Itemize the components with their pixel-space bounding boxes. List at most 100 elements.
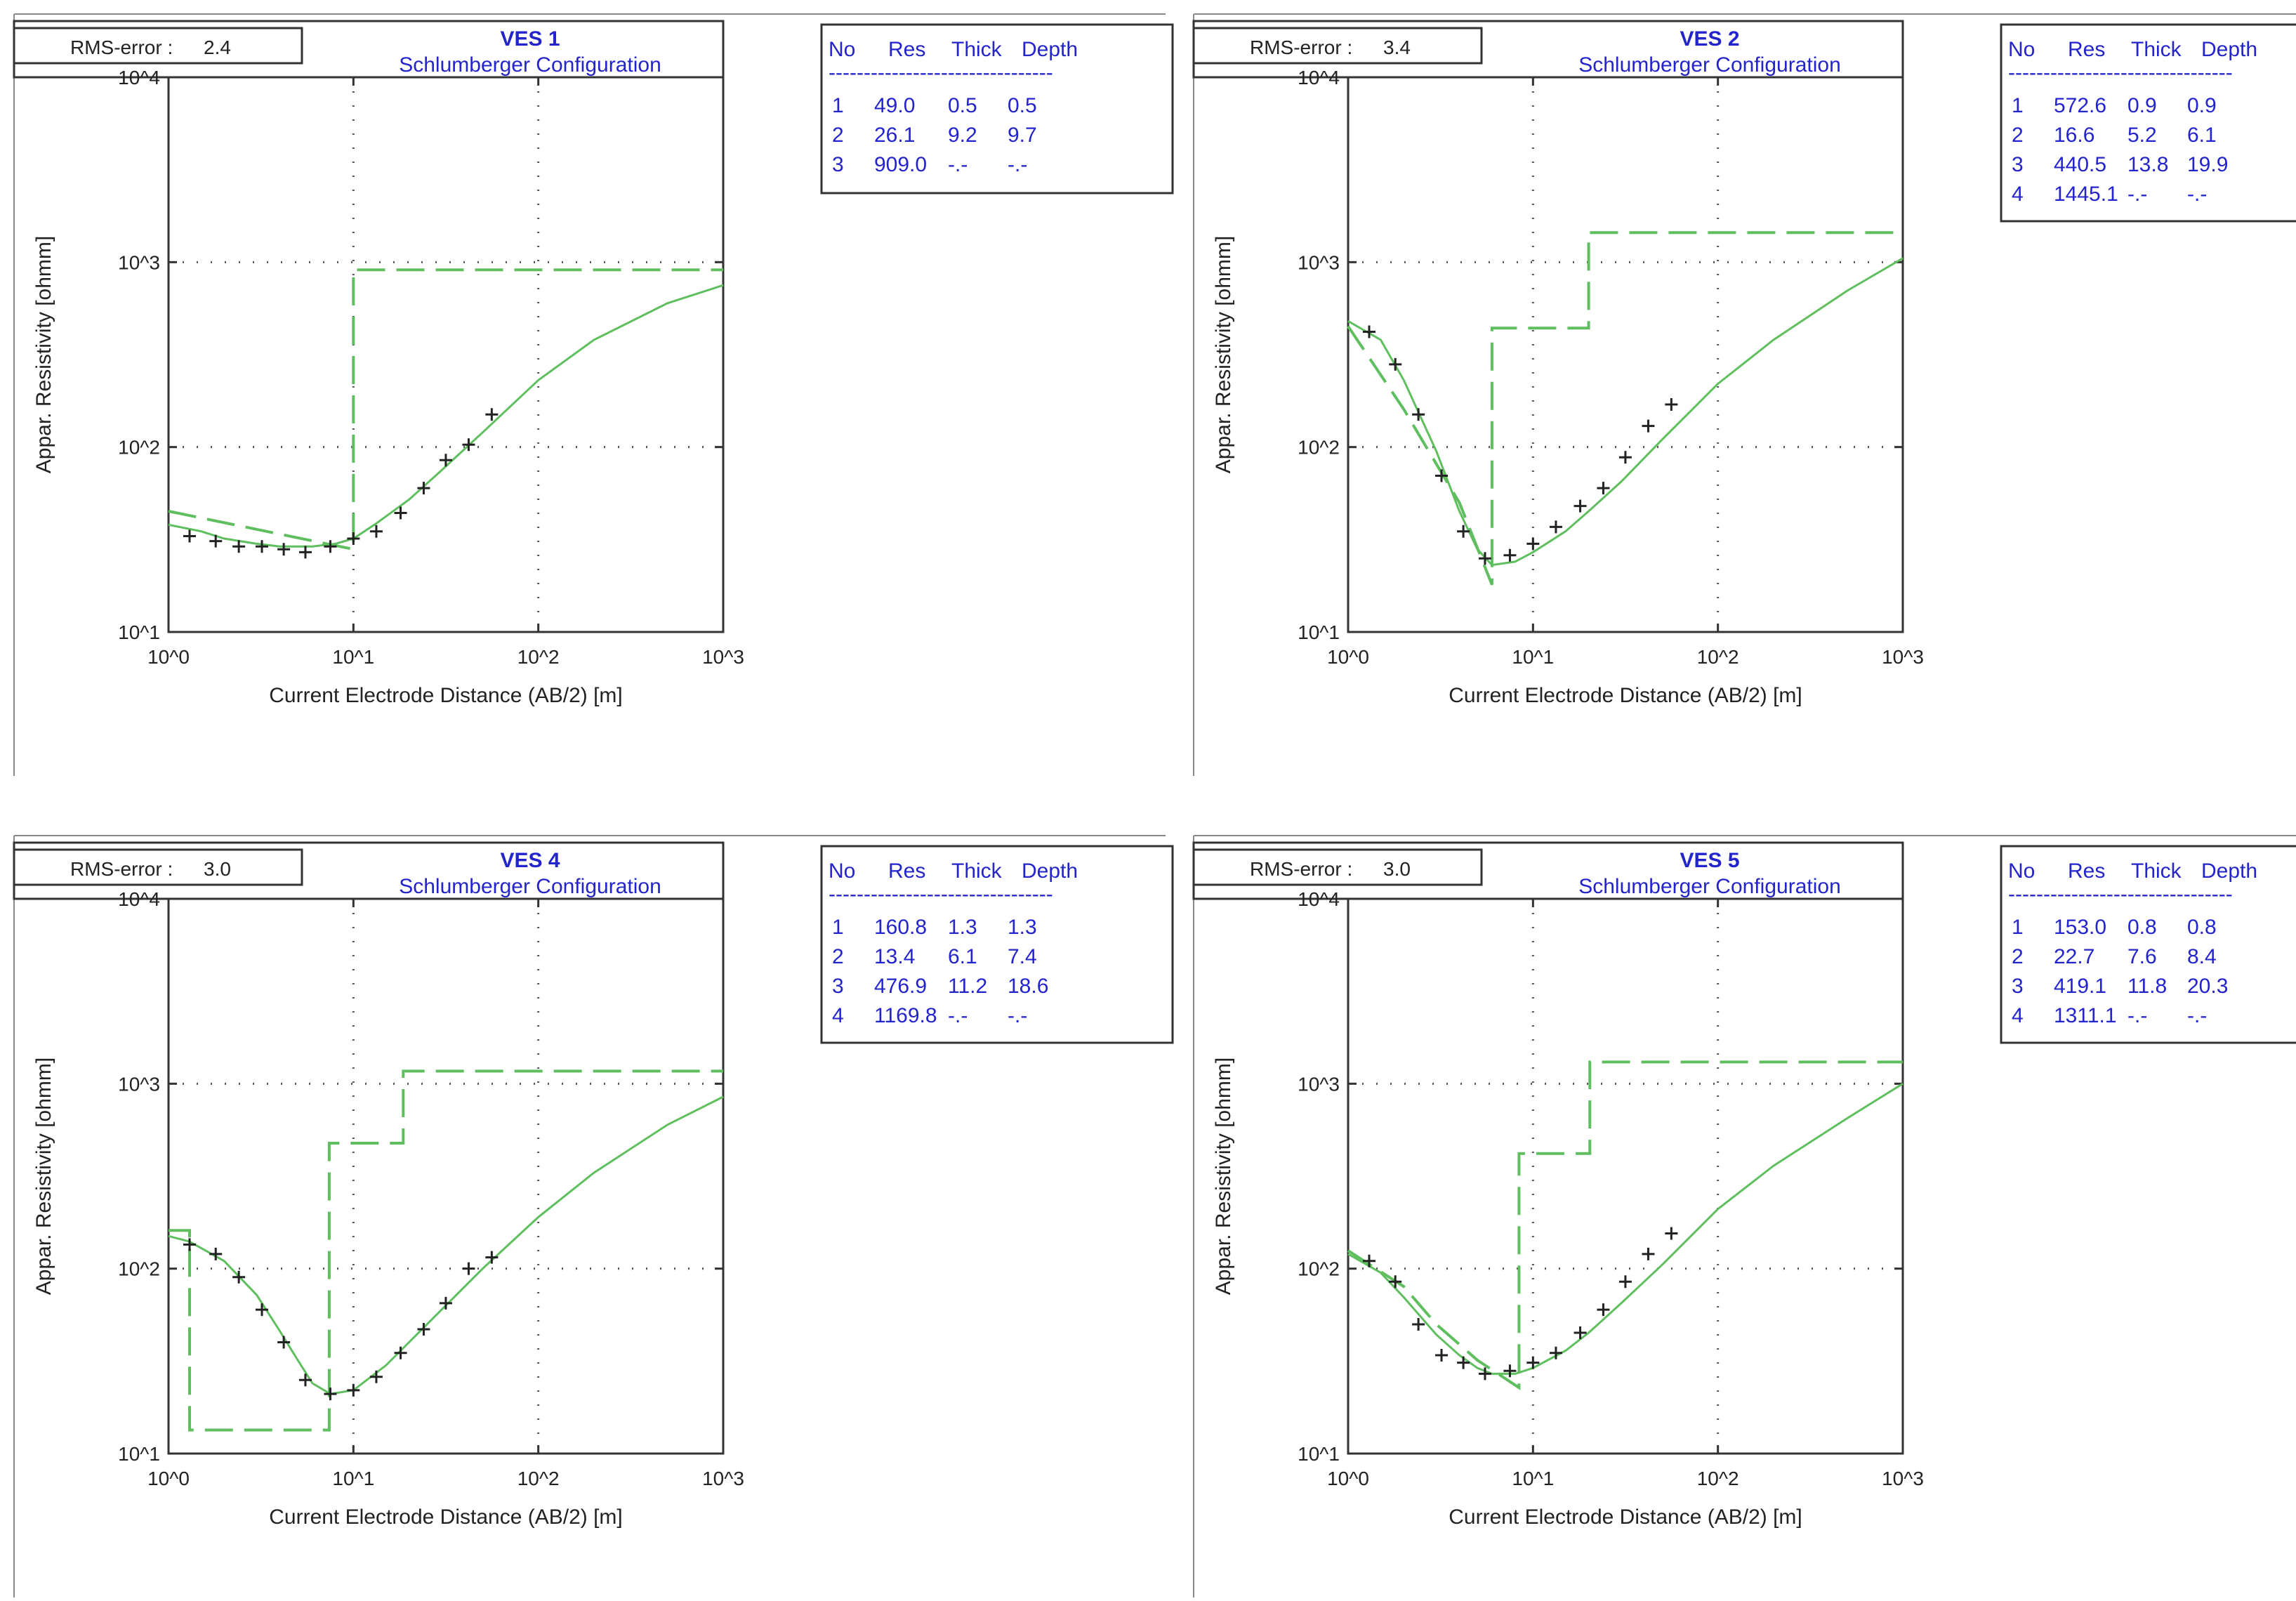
observed-point [1665,397,1678,411]
x-axis-label: Current Electrode Distance (AB/2) [m] [1449,684,1802,707]
table-cell-depth: 18.6 [1008,975,1048,998]
table-cell-res: 160.8 [874,916,927,939]
chart-subtitle: Schlumberger Configuration [399,875,661,898]
table-cell-depth: -.- [2187,183,2207,206]
observed-point [417,1323,430,1336]
observed-point [1642,1247,1655,1260]
observed-point [485,1251,499,1264]
observed-point [1457,1356,1470,1369]
y-tick-label: 10^3 [118,1073,160,1095]
observed-point [298,546,312,559]
table-cell-res: 22.7 [2054,945,2094,968]
observed-point [1597,1303,1610,1317]
x-tick-label: 10^3 [1882,1468,1924,1489]
x-tick-label: 10^1 [1512,646,1554,668]
table-header: Thick [2131,859,2182,883]
y-axis-label: Appar. Resistivity [ohmm] [1212,236,1235,473]
table-separator: -------------------------------- [829,883,1053,906]
table-cell-thick: -.- [2127,183,2147,206]
observed-point [1457,525,1470,538]
y-tick-label: 10^3 [1298,251,1340,273]
table-cell-no: 3 [2012,975,2024,998]
table-cell-res: 419.1 [2054,975,2106,998]
y-tick-label: 10^2 [118,1258,160,1280]
y-tick-label: 10^4 [118,888,160,910]
table-cell-res: 16.6 [2054,124,2094,147]
x-tick-label: 10^0 [147,1468,190,1489]
table-header: Res [888,38,925,61]
ves-chart-svg: RMS-error : 3.0 VES 5 Schlumberger Configur… [1192,835,2296,1597]
rms-box [13,27,303,65]
table-cell-no: 3 [832,153,844,176]
table-separator: -------------------------------- [2008,61,2233,84]
table-cell-res: 572.6 [2054,94,2106,117]
chart-title: VES 1 [500,27,560,51]
y-tick-label: 10^4 [1298,888,1340,910]
observed-point [462,1262,475,1275]
table-cell-no: 2 [2012,945,2024,968]
observed-point [1503,1364,1517,1378]
layer-table [820,23,1174,195]
observed-point [369,1370,383,1383]
x-tick-label: 10^2 [1697,1468,1739,1489]
table-cell-thick: 7.6 [2127,945,2157,968]
observed-point [1573,499,1587,513]
layer-table [2000,23,2296,223]
observed-point [1503,548,1517,562]
layer-table [2000,845,2296,1044]
observed-point [439,454,452,467]
table-cell-depth: 19.9 [2187,153,2228,176]
layer-table [820,845,1174,1044]
chart-subtitle: Schlumberger Configuration [399,53,661,77]
observed-point [183,1238,197,1251]
observed-point [232,540,246,553]
observed-point [1642,419,1655,433]
observed-point [209,534,223,548]
table-cell-res: 26.1 [874,124,915,147]
observed-point [1478,1367,1491,1381]
x-tick-label: 10^0 [147,646,190,668]
model-step-line [1347,1060,1903,1390]
y-axis-label: Appar. Resistivity [ohmm] [1212,1058,1235,1295]
model-step-line [1347,231,1903,586]
y-axis-label: Appar. Resistivity [ohmm] [32,1058,55,1295]
table-cell-no: 1 [832,916,844,939]
table-cell-thick: 6.1 [948,945,977,968]
rms-box [1192,27,1483,65]
observed-point [485,408,499,421]
table-separator: -------------------------------- [829,61,1053,84]
y-tick-label: 10^1 [118,1443,160,1465]
observed-point [1526,537,1540,551]
observed-point [324,1388,337,1401]
x-tick-label: 10^2 [1697,646,1739,668]
rms-value: 3.0 [1383,858,1411,880]
plot-frame [1347,76,1904,633]
table-cell-res: 1311.1 [2054,1004,2117,1027]
rms-value: 2.4 [204,37,231,58]
table-header: Depth [1022,859,1078,883]
chart-subtitle: Schlumberger Configuration [1578,875,1841,898]
x-axis-label: Current Electrode Distance (AB/2) [m] [269,1506,623,1529]
observed-point [277,1336,291,1349]
calculated-curve [1347,257,1904,567]
y-tick-label: 10^1 [118,621,160,643]
model-step-line [169,1069,723,1432]
rms-box [1192,848,1483,886]
x-tick-label: 10^3 [1882,646,1924,668]
table-cell-no: 3 [2012,153,2024,176]
table-cell-depth: 20.3 [2187,975,2228,998]
x-tick-label: 10^2 [517,646,560,668]
chart-title: VES 4 [500,849,560,872]
table-cell-thick: -.- [2127,1004,2147,1027]
table-cell-res: 476.9 [874,975,927,998]
observed-point [439,1296,452,1310]
observed-point [1549,520,1562,534]
table-cell-thick: -.- [948,1004,968,1027]
y-tick-label: 10^2 [1298,1258,1340,1280]
table-cell-res: 1445.1 [2054,183,2118,206]
table-cell-no: 2 [832,945,844,968]
table-cell-no: 4 [2012,1004,2024,1027]
table-header: No [2008,859,2035,883]
table-cell-depth: 0.5 [1008,94,1037,117]
table-cell-no: 4 [832,1004,844,1027]
